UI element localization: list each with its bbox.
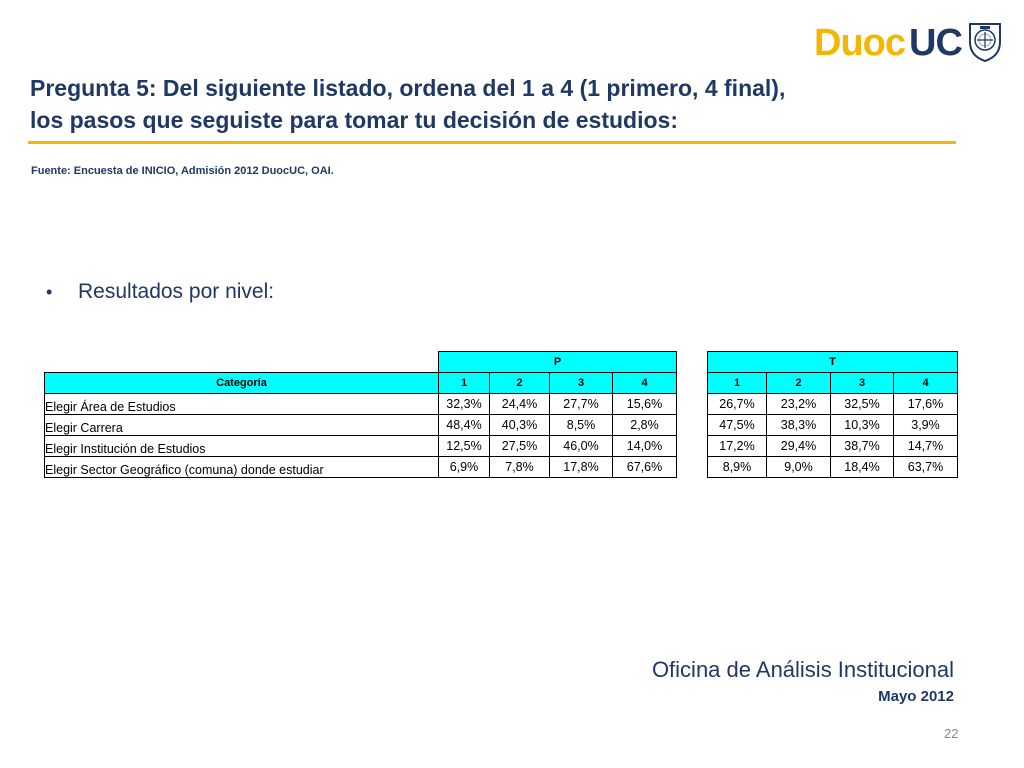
- slide-title-line-2: los pasos que seguiste para tomar tu dec…: [30, 107, 678, 133]
- t-value-cell: 17,6%: [893, 393, 958, 415]
- spacer-cell: [677, 457, 708, 478]
- group-header-p: P: [438, 351, 677, 373]
- t-value-cell: 38,7%: [830, 435, 894, 457]
- t-rank-header: 1: [707, 372, 767, 394]
- page-number: 22: [944, 726, 959, 741]
- group-header-row: P T: [45, 351, 958, 373]
- group-header-t: T: [707, 351, 958, 373]
- t-value-cell: 26,7%: [707, 393, 767, 415]
- t-value-cell: 17,2%: [707, 435, 767, 457]
- t-value-cell: 63,7%: [893, 456, 958, 478]
- bullet-text: Resultados por nivel:: [78, 280, 275, 303]
- table-row: Elegir Carrera 48,4% 40,3% 8,5% 2,8% 47,…: [44, 414, 958, 436]
- spacer-cell: [677, 415, 708, 436]
- p-value-cell: 46,0%: [549, 435, 613, 457]
- university-seal-icon: [968, 20, 1002, 67]
- p-rank-header: 4: [612, 372, 677, 394]
- category-cell: Elegir Sector Geográfico (comuna) donde …: [44, 456, 439, 478]
- source-note: Fuente: Encuesta de INICIO, Admisión 201…: [31, 165, 334, 177]
- t-value-cell: 8,9%: [707, 456, 767, 478]
- logo-text-duoc: Duoc: [814, 21, 906, 64]
- p-value-cell: 27,7%: [549, 393, 613, 415]
- empty-cell: [45, 352, 439, 373]
- results-table: P T Categoría 1 2 3 4 1 2 3 4 Elegir Áre…: [44, 351, 958, 478]
- column-header-row: Categoría 1 2 3 4 1 2 3 4: [44, 372, 958, 394]
- category-cell: Elegir Área de Estudios: [44, 393, 439, 415]
- spacer-cell: [677, 352, 708, 373]
- p-rank-header: 1: [438, 372, 490, 394]
- p-value-cell: 7,8%: [489, 456, 550, 478]
- category-cell: Elegir Carrera: [44, 414, 439, 436]
- category-header: Categoría: [44, 372, 439, 394]
- title-divider: [28, 141, 956, 144]
- spacer-cell: [677, 373, 708, 394]
- table-row: Elegir Área de Estudios 32,3% 24,4% 27,7…: [44, 393, 958, 415]
- t-rank-header: 2: [766, 372, 831, 394]
- spacer-cell: [677, 394, 708, 415]
- slide-title: Pregunta 5: Del siguiente listado, orden…: [30, 72, 930, 136]
- p-rank-header: 3: [549, 372, 613, 394]
- table-row: Elegir Institución de Estudios 12,5% 27,…: [44, 435, 958, 457]
- p-value-cell: 15,6%: [612, 393, 677, 415]
- slide-title-line-1: Pregunta 5: Del siguiente listado, orden…: [30, 75, 786, 101]
- t-value-cell: 23,2%: [766, 393, 831, 415]
- t-value-cell: 47,5%: [707, 414, 767, 436]
- p-value-cell: 8,5%: [549, 414, 613, 436]
- p-value-cell: 2,8%: [612, 414, 677, 436]
- t-value-cell: 9,0%: [766, 456, 831, 478]
- t-rank-header: 4: [893, 372, 958, 394]
- category-cell: Elegir Institución de Estudios: [44, 435, 439, 457]
- bullet-icon: •: [46, 282, 53, 302]
- p-value-cell: 40,3%: [489, 414, 550, 436]
- footer-date: Mayo 2012: [878, 688, 954, 705]
- p-value-cell: 12,5%: [438, 435, 490, 457]
- footer-office: Oficina de Análisis Institucional: [651, 657, 954, 682]
- p-value-cell: 32,3%: [438, 393, 490, 415]
- t-value-cell: 14,7%: [893, 435, 958, 457]
- p-rank-header: 2: [489, 372, 550, 394]
- p-value-cell: 14,0%: [612, 435, 677, 457]
- t-value-cell: 29,4%: [766, 435, 831, 457]
- t-value-cell: 10,3%: [830, 414, 894, 436]
- p-value-cell: 6,9%: [438, 456, 490, 478]
- p-value-cell: 17,8%: [549, 456, 613, 478]
- spacer-cell: [677, 436, 708, 457]
- t-value-cell: 32,5%: [830, 393, 894, 415]
- duocuc-logo: Duoc UC: [814, 18, 1002, 68]
- logo-text-uc: UC: [909, 21, 963, 64]
- p-value-cell: 48,4%: [438, 414, 490, 436]
- t-rank-header: 3: [830, 372, 894, 394]
- p-value-cell: 27,5%: [489, 435, 550, 457]
- t-value-cell: 18,4%: [830, 456, 894, 478]
- p-value-cell: 67,6%: [612, 456, 677, 478]
- bullet-point: • Resultados por nivel:: [46, 280, 274, 304]
- table-row: Elegir Sector Geográfico (comuna) donde …: [44, 456, 958, 478]
- t-value-cell: 3,9%: [893, 414, 958, 436]
- t-value-cell: 38,3%: [766, 414, 831, 436]
- p-value-cell: 24,4%: [489, 393, 550, 415]
